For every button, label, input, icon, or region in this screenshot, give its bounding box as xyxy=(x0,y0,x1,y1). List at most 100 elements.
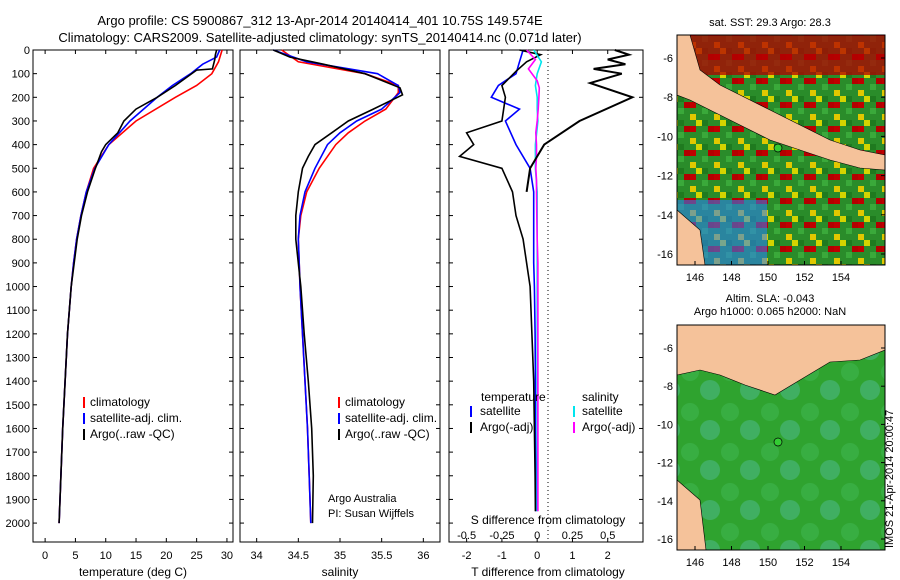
salinity-axes: 34 34.5 35 35.5 36 salinity xyxy=(239,49,441,579)
y-tick-label: 500 xyxy=(12,163,30,175)
y-tick-label: 300 xyxy=(12,116,30,128)
x-top-tick-label: 0 xyxy=(534,530,540,542)
y-tick-label: 1000 xyxy=(6,282,30,294)
owner-label: Argo Australia xyxy=(328,493,397,505)
x-tick-label: -1 xyxy=(497,550,507,562)
chart-title-line2: Climatology: CARS2009. Satellite-adjuste… xyxy=(58,30,582,45)
map-x-tick-label: 146 xyxy=(686,272,704,284)
series-line-temperature-argo-adj xyxy=(457,49,544,512)
x-tick-label: 34 xyxy=(251,550,263,562)
y-tick-label: 1100 xyxy=(6,305,30,317)
sst-map: sat. SST: 29.3 Argo: 28.3 146 148 150 152 15… xyxy=(657,17,886,284)
temperature-axes: 0 5 10 15 20 25 300100200300400500600700800900… xyxy=(6,45,234,579)
x-top-tick-label: 0.5 xyxy=(600,530,615,542)
x-tick-label: 0 xyxy=(534,550,540,562)
x-tick-label: 36 xyxy=(417,550,429,562)
map-y-tick-label: -16 xyxy=(657,249,673,261)
map-x-tick-label: 150 xyxy=(759,272,777,284)
difference-xlabel-top: S difference from climatology xyxy=(471,513,626,527)
sst-float-marker xyxy=(773,143,783,153)
y-tick-label: 1900 xyxy=(6,494,30,506)
difference-xlabel: T difference from climatology xyxy=(471,565,625,579)
x-top-tick-label: -0.5 xyxy=(457,530,476,542)
y-tick-label: 1200 xyxy=(6,329,30,341)
map-y-tick-label: -8 xyxy=(663,92,673,104)
x-tick-label: 2 xyxy=(605,550,611,562)
x-tick-label: 34.5 xyxy=(288,550,309,562)
side-stamp: IMOS 21-Apr-2014 20:00:47 xyxy=(884,410,896,548)
x-tick-label: 25 xyxy=(191,550,203,562)
legend-label-s-argo: Argo(-adj) xyxy=(582,420,635,434)
map-y-tick-label: -12 xyxy=(657,171,673,183)
map-y-tick-label: -14 xyxy=(657,210,673,222)
y-tick-label: 1400 xyxy=(6,376,30,388)
sla-map-frame xyxy=(676,324,886,551)
sla-float-marker xyxy=(773,437,783,447)
y-tick-label: 100 xyxy=(12,69,30,81)
x-top-tick-label: -0.25 xyxy=(489,530,514,542)
legend-label-t-satellite: satellite xyxy=(480,404,521,418)
salinity-frame xyxy=(239,49,441,543)
series-line-temperature-satellite xyxy=(490,49,537,512)
x-tick-label: 10 xyxy=(100,550,112,562)
series-line-argo-raw-qc xyxy=(58,49,218,524)
x-tick-label: 1 xyxy=(569,550,575,562)
temperature-frame xyxy=(32,49,234,543)
chart-title-line1: Argo profile: CS 5900867_312 13-Apr-2014… xyxy=(97,13,543,28)
y-tick-label: 1500 xyxy=(6,400,30,412)
legend-title-temperature: temperature xyxy=(481,390,546,404)
map-x-tick-label: 150 xyxy=(759,557,777,569)
sla-map-title-1: Altim. SLA: -0.043 xyxy=(726,293,815,305)
x-tick-label: 5 xyxy=(72,550,78,562)
x-tick-label: -2 xyxy=(462,550,472,562)
map-y-tick-label: -8 xyxy=(663,381,673,393)
series-line-s-difference-overlay xyxy=(525,49,636,193)
x-tick-label: 15 xyxy=(130,550,142,562)
legend-label-argo: Argo(..raw -QC) xyxy=(90,427,175,441)
map-y-tick-label: -6 xyxy=(663,343,673,355)
y-tick-label: 800 xyxy=(12,234,30,246)
temperature-xlabel: temperature (deg C) xyxy=(79,565,187,579)
map-y-tick-label: -14 xyxy=(657,496,673,508)
map-x-tick-label: 146 xyxy=(686,557,704,569)
y-tick-label: 600 xyxy=(12,187,30,199)
legend-label-s-satellite: satellite xyxy=(582,404,623,418)
map-x-tick-label: 152 xyxy=(795,557,813,569)
x-tick-label: 30 xyxy=(221,550,233,562)
map-x-tick-label: 148 xyxy=(722,557,740,569)
y-tick-label: 1700 xyxy=(6,447,30,459)
series-line-climatology xyxy=(281,49,400,524)
series-line-satellite-adj-clim xyxy=(273,49,401,524)
y-tick-label: 900 xyxy=(12,258,30,270)
series-line-satellite-adj-clim xyxy=(58,49,221,524)
sla-map: Altim. SLA: -0.043 Argo h1000: 0.065 h20… xyxy=(657,293,886,569)
sla-map-title-2: Argo h1000: 0.065 h2000: NaN xyxy=(694,306,846,318)
series-line-climatology xyxy=(58,49,223,524)
legend-label-climatology: climatology xyxy=(345,395,405,409)
sst-warm-band xyxy=(677,35,885,75)
salinity-xlabel: salinity xyxy=(322,565,359,579)
x-tick-label: 35.5 xyxy=(371,550,392,562)
temperature-legend: climatology satellite-adj. clim. Argo(..… xyxy=(83,395,182,441)
map-x-tick-label: 152 xyxy=(795,272,813,284)
map-x-tick-label: 148 xyxy=(722,272,740,284)
difference-axes: -2 -1 0 1 2 -0.5 -0.25 0 0.25 0.5 S difference fr… xyxy=(448,49,644,579)
legend-label-satellite: satellite-adj. clim. xyxy=(90,411,182,425)
map-x-tick-label: 154 xyxy=(832,557,850,569)
x-tick-label: 35 xyxy=(334,550,346,562)
legend-label-climatology: climatology xyxy=(90,395,150,409)
pi-label: PI: Susan Wijffels xyxy=(328,508,414,520)
difference-legend: temperature salinity satellite Argo(-adj… xyxy=(470,390,635,434)
x-top-tick-label: 0.25 xyxy=(562,530,583,542)
sst-map-frame xyxy=(676,34,886,266)
y-tick-label: 1300 xyxy=(6,353,30,365)
y-tick-label: 1800 xyxy=(6,471,30,483)
salinity-legend: climatology satellite-adj. clim. Argo(..… xyxy=(328,395,437,520)
map-y-tick-label: -12 xyxy=(657,458,673,470)
y-tick-label: 0 xyxy=(24,45,30,57)
map-y-tick-label: -10 xyxy=(657,419,673,431)
legend-label-t-argo: Argo(-adj) xyxy=(480,420,533,434)
map-x-tick-label: 154 xyxy=(832,272,850,284)
legend-title-salinity: salinity xyxy=(582,390,619,404)
